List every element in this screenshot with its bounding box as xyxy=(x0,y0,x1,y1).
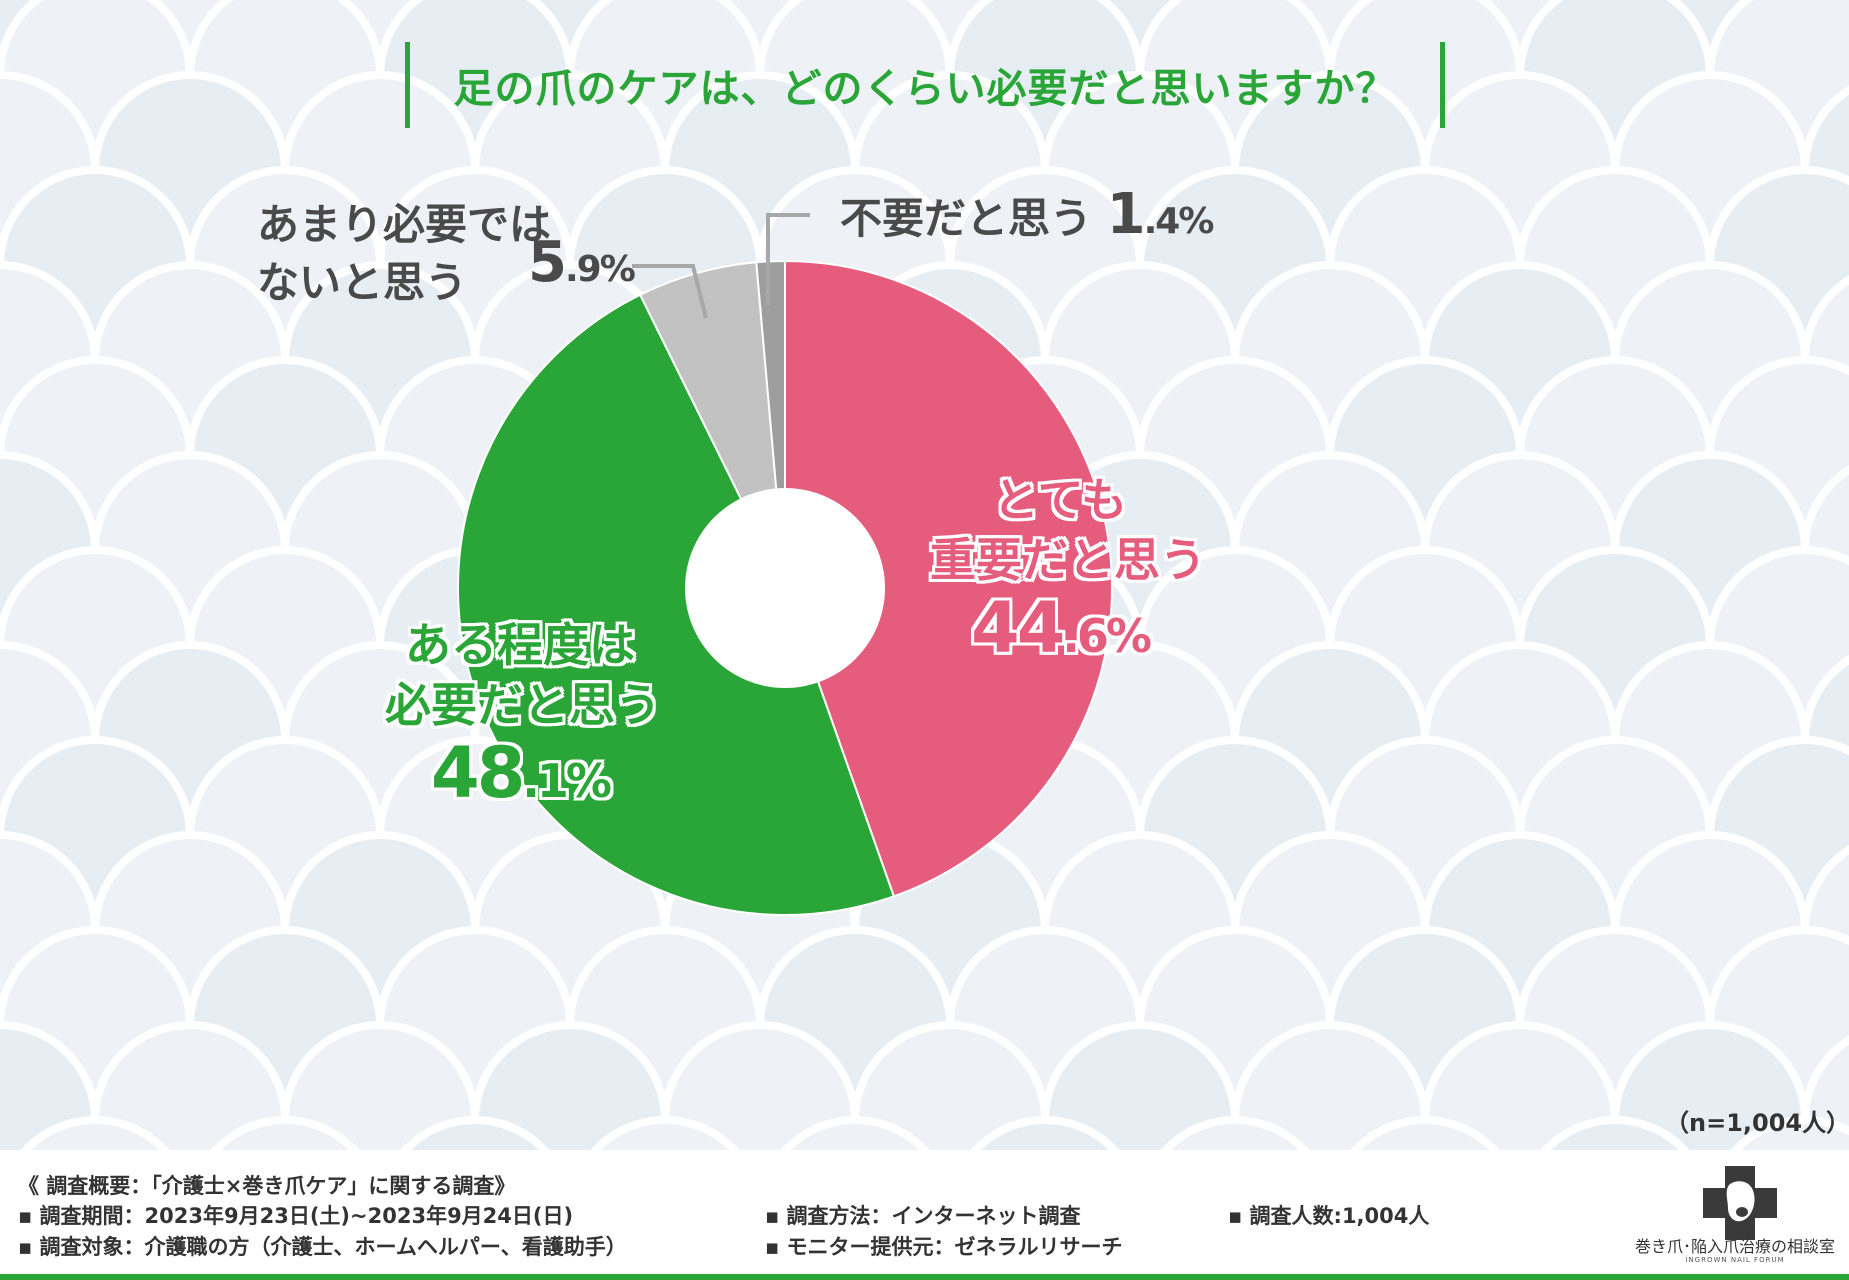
pct-not-very-int: 5 xyxy=(528,230,567,295)
pct-very-dec: .6% xyxy=(1062,609,1152,663)
donut-chart xyxy=(457,213,1113,916)
donut-hole xyxy=(685,488,885,688)
chart-title: 足の爪のケアは、どのくらい必要だと思いますか？ xyxy=(453,66,1397,112)
footer-target: ▪ 調査対象：介護職の方（介護士、ホームヘルパー、看護助手） xyxy=(18,1235,627,1259)
logo-subtitle: INGROWN NAIL FORUM xyxy=(1685,1256,1785,1264)
label-somewhat-line2: 必要だと思う xyxy=(385,678,661,732)
bg-scallop xyxy=(590,1116,740,1150)
survey-footer xyxy=(0,1150,1849,1280)
pct-somewhat-int: 48 xyxy=(431,732,525,814)
leader-line-not-very xyxy=(632,264,708,319)
sample-size: （n=1,004人） xyxy=(1665,1109,1849,1137)
label-somewhat-line1: ある程度は xyxy=(405,618,635,672)
label-not-very: あまり必要では ないと思う xyxy=(257,196,551,312)
footer-method: ▪ 調査方法：インターネット調査 xyxy=(765,1204,1081,1228)
clinic-logo-icon xyxy=(1703,1166,1777,1240)
pct-unnecessary-dec: .4% xyxy=(1143,201,1215,242)
pct-somewhat-dec: .1% xyxy=(522,754,612,808)
pct-not-very: 5.9% xyxy=(528,230,636,295)
pct-very-int: 44 xyxy=(971,587,1065,669)
slice-very-important xyxy=(784,259,1113,898)
label-very-line2: 重要だと思う xyxy=(930,533,1206,587)
label-very-line1: とても xyxy=(992,473,1128,527)
label-somewhat-needed: ある程度は 必要だと思う 48.1% xyxy=(385,615,661,811)
pct-unnecessary-int: 1 xyxy=(1106,182,1146,247)
bg-scallop xyxy=(1350,1116,1500,1150)
slice-somewhat-needed xyxy=(457,293,896,916)
pct-unnecessary: 1.4% xyxy=(1106,182,1215,247)
footer-period: ▪ 調査期間：2023年9月23日(土)~2023年9月24日(日) xyxy=(18,1204,574,1228)
bg-scallop xyxy=(20,1116,170,1150)
label-very-important: とても 重要だと思う 44.6% xyxy=(930,470,1206,666)
footer-heading: 《 調査概要：「介護士×巻き爪ケア」に関する調査》 xyxy=(18,1174,516,1198)
label-unnecessary-text: 不要だと思う xyxy=(840,194,1093,243)
logo-name: 巻き爪･陥入爪治療の相談室 xyxy=(1634,1237,1835,1256)
label-not-very-line2: ないと思う xyxy=(257,258,468,307)
bg-scallop xyxy=(970,1116,1120,1150)
bg-scallop xyxy=(1160,1116,1310,1150)
pct-very-important: 44.6% xyxy=(930,593,1190,666)
bg-scallop xyxy=(1540,1116,1690,1150)
bg-scallop xyxy=(210,1116,360,1150)
bg-scallop xyxy=(400,1116,550,1150)
bg-scallop xyxy=(1730,1116,1849,1150)
footer-count: ▪ 調査人数:1,004人 xyxy=(1228,1204,1430,1228)
bg-scallop xyxy=(780,1116,930,1150)
pct-not-very-dec: .9% xyxy=(564,249,636,290)
label-not-very-line1: あまり必要では xyxy=(257,200,552,249)
label-unnecessary: 不要だと思う 1.4% xyxy=(840,186,1214,251)
leader-line-unnecessary xyxy=(766,213,810,305)
footer-provider: ▪ モニター提供元：ゼネラルリサーチ xyxy=(765,1235,1123,1259)
pct-somewhat-needed: 48.1% xyxy=(385,738,655,811)
chart-title-box: 足の爪のケアは、どのくらい必要だと思いますか？ xyxy=(405,42,1445,128)
